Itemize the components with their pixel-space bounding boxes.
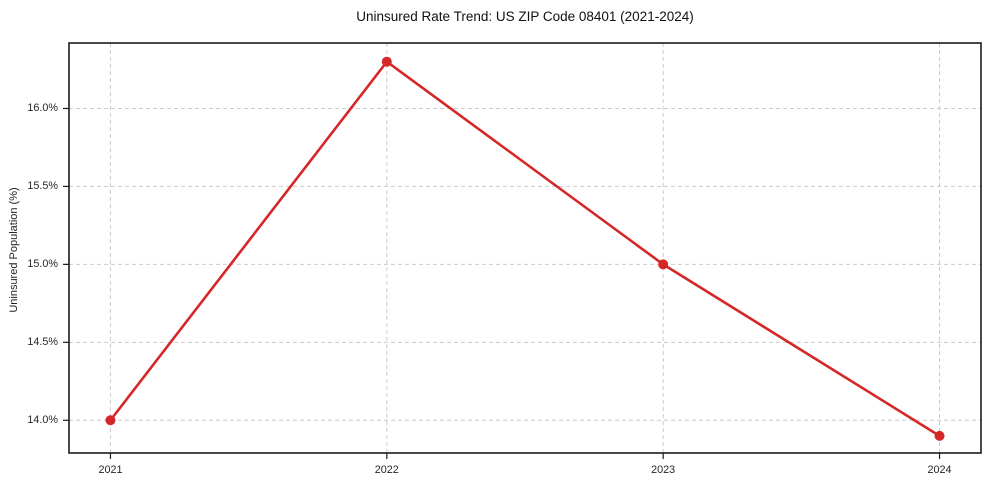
y-tick-label: 15.5% [27, 180, 58, 193]
y-tick-label: 16.0% [27, 102, 58, 115]
x-tick-label: 2021 [98, 464, 123, 476]
trend-line [109, 60, 941, 438]
chart-title: Uninsured Rate Trend: US ZIP Code 08401 … [356, 9, 694, 24]
data-point-marker [934, 430, 945, 441]
y-tick-label: 14.5% [27, 336, 58, 349]
data-point-marker [381, 56, 392, 67]
x-tick-label: 2022 [374, 464, 399, 476]
plot-border [68, 42, 982, 454]
y-tick-label: 15.0% [27, 258, 58, 271]
x-tick-label: 2023 [651, 464, 676, 476]
data-point-marker [658, 259, 669, 270]
y-tick-label: 14.0% [27, 414, 58, 427]
x-tick-label: 2024 [927, 464, 952, 476]
data-point-marker [105, 415, 116, 426]
